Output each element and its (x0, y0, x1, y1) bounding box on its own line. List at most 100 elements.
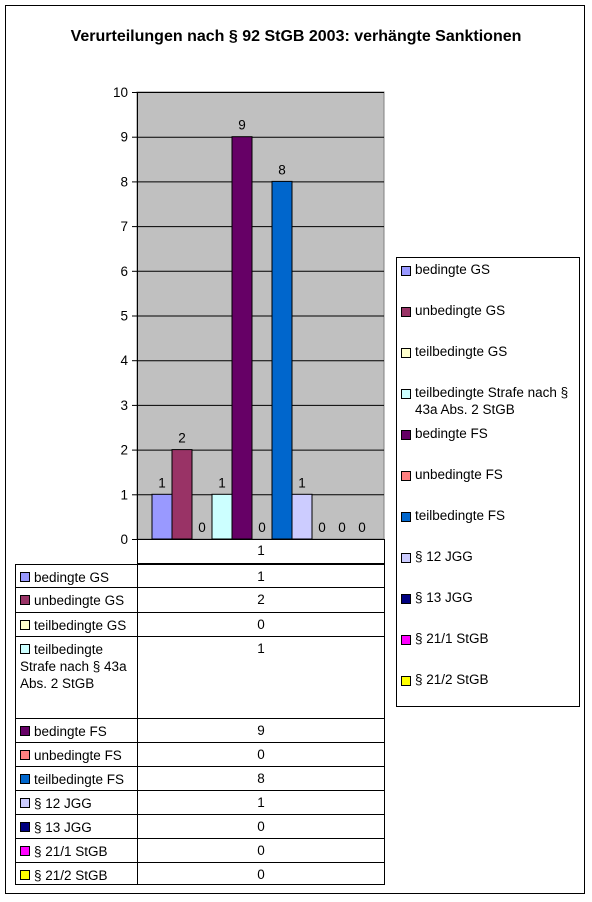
y-tick-label: 9 (120, 130, 128, 145)
table-series-name: teilbedingte FS (34, 772, 125, 787)
y-tick-label: 8 (120, 174, 128, 189)
y-tick-label: 0 (120, 532, 128, 547)
y-tick-label: 4 (120, 353, 128, 368)
data-label-8: 1 (298, 475, 306, 490)
legend-item: teilbedingte Strafe nach § 43a Abs. 2 St… (401, 384, 577, 418)
table-header-row: 1 (15, 539, 385, 564)
chart-legend: bedingte GS unbedingte GS teilbedingte GS t… (396, 257, 580, 707)
table-row: teilbedingte GS 0 (15, 613, 385, 637)
table-value: 0 (137, 815, 385, 839)
legend-label: § 21/1 StGB (415, 631, 489, 646)
table-swatch (20, 595, 30, 605)
table-row: teilbedingte FS 8 (15, 767, 385, 791)
data-label-10: 0 (338, 520, 346, 535)
legend-item: bedingte GS (401, 261, 577, 278)
y-tick-label: 5 (120, 309, 128, 324)
legend-label: § 13 JGG (415, 590, 473, 605)
table-swatch (20, 750, 30, 760)
legend-label: teilbedingte FS (415, 508, 506, 523)
y-tick-label: 6 (120, 264, 128, 279)
table-row: § 13 JGG 0 (15, 815, 385, 839)
legend-label: unbedingte FS (415, 467, 503, 482)
table-row: unbedingte FS 0 (15, 743, 385, 767)
legend-swatch (401, 635, 411, 645)
bar-4 (211, 493, 233, 540)
legend-swatch (401, 389, 411, 399)
legend-swatch (401, 512, 411, 522)
table-series-cell: bedingte FS (15, 719, 137, 743)
table-series-cell: § 12 JGG (15, 791, 137, 815)
chart-title: Verurteilungen nach § 92 StGB 2003: verh… (70, 28, 522, 45)
table-row: bedingte FS 9 (15, 719, 385, 743)
table-series-cell: § 21/2 StGB (15, 863, 137, 885)
legend-item: § 13 JGG (401, 589, 577, 606)
table-row: teilbedingte Strafe nach § 43a Abs. 2 St… (15, 637, 385, 719)
data-label-3: 0 (198, 520, 206, 535)
bar-5 (231, 136, 253, 540)
table-series-cell: teilbedingte GS (15, 613, 137, 637)
legend-swatch (401, 348, 411, 358)
legend-label: § 21/2 StGB (415, 672, 489, 687)
table-row: § 12 JGG 1 (15, 791, 385, 815)
bar-7 (271, 180, 293, 540)
legend-item: unbedingte GS (401, 302, 577, 319)
legend-label: § 12 JGG (415, 549, 473, 564)
table-series-name: teilbedingte GS (34, 618, 127, 633)
legend-label: bedingte FS (415, 426, 488, 441)
legend-swatch (401, 471, 411, 481)
bar-2 (171, 449, 193, 540)
table-swatch (20, 644, 30, 654)
table-swatch (20, 572, 30, 582)
data-label-6: 0 (258, 520, 266, 535)
table-series-cell: unbedingte GS (15, 588, 137, 613)
legend-label: bedingte GS (415, 262, 491, 277)
legend-item: teilbedingte FS (401, 507, 577, 524)
table-value: 2 (137, 588, 385, 613)
table-value: 0 (137, 839, 385, 863)
table-row: § 21/1 StGB 0 (15, 839, 385, 863)
table-swatch (20, 726, 30, 736)
table-swatch (20, 822, 30, 832)
table-category-label: 1 (137, 539, 385, 564)
table-swatch (20, 620, 30, 630)
bar-1 (151, 493, 173, 540)
legend-swatch (401, 676, 411, 686)
legend-swatch (401, 553, 411, 563)
y-tick-label: 7 (120, 219, 128, 234)
table-value: 0 (137, 743, 385, 767)
table-series-cell: § 21/1 StGB (15, 839, 137, 863)
legend-label: teilbedingte Strafe nach § 43a Abs. 2 St… (415, 385, 569, 417)
data-label-5: 9 (238, 118, 246, 133)
table-value: 0 (137, 863, 385, 885)
legend-swatch (401, 594, 411, 604)
legend-swatch (401, 430, 411, 440)
table-row: bedingte GS 1 (15, 564, 385, 588)
data-label-9: 0 (318, 520, 326, 535)
table-series-name: § 12 JGG (34, 796, 92, 811)
table-series-cell: § 13 JGG (15, 815, 137, 839)
table-series-name: unbedingte GS (34, 593, 125, 608)
data-label-11: 0 (358, 520, 366, 535)
table-series-name: § 13 JGG (34, 820, 92, 835)
table-value: 1 (137, 637, 385, 719)
table-series-cell: teilbedingte FS (15, 767, 137, 791)
table-value: 9 (137, 719, 385, 743)
y-tick-label: 10 (113, 85, 128, 100)
table-value: 8 (137, 767, 385, 791)
legend-label: unbedingte GS (415, 303, 506, 318)
legend-item: § 12 JGG (401, 548, 577, 565)
table-row: § 21/2 StGB 0 (15, 863, 385, 885)
legend-item: unbedingte FS (401, 466, 577, 483)
table-series-cell: bedingte GS (15, 564, 137, 588)
table-value: 1 (137, 791, 385, 815)
legend-item: § 21/2 StGB (401, 671, 577, 688)
legend-item: bedingte FS (401, 425, 577, 442)
table-series-name: § 21/2 StGB (34, 868, 108, 883)
table-series-cell: teilbedingte Strafe nach § 43a Abs. 2 St… (15, 637, 137, 719)
legend-label: teilbedingte GS (415, 344, 508, 359)
table-series-name: § 21/1 StGB (34, 844, 108, 859)
table-row: unbedingte GS 2 (15, 588, 385, 613)
data-label-1: 1 (158, 475, 166, 490)
legend-item: § 21/1 StGB (401, 630, 577, 647)
